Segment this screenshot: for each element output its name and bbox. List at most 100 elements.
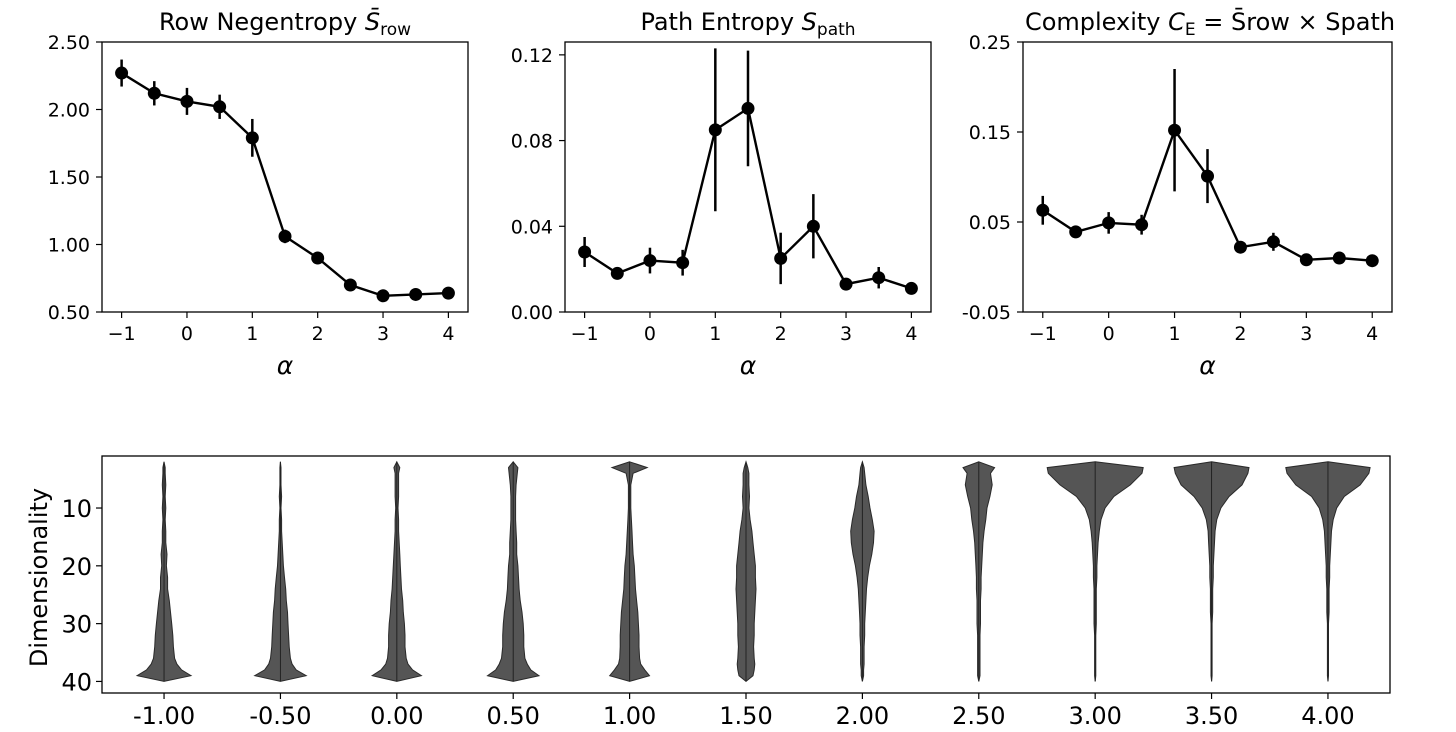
- data-point: [180, 94, 194, 108]
- title-text: Complexity: [1025, 8, 1168, 36]
- chart-title: Path Entropy Spath: [640, 8, 855, 40]
- x-axis-label: α: [277, 351, 294, 380]
- x-tick-label: 3: [377, 323, 389, 345]
- x-tick-label: 0.00: [370, 702, 423, 730]
- data-point: [1168, 123, 1182, 137]
- violin-panel: 10 20 30 40 Dimensionality -1.00 -0.50 0.00 0.50…: [25, 455, 1391, 730]
- title-symbol: C: [1168, 8, 1185, 36]
- data-point: [1036, 203, 1050, 217]
- plot-frame: [564, 41, 932, 313]
- x-tick-label: 1.50: [719, 702, 772, 730]
- x-tick-label: 1: [246, 323, 258, 345]
- data-point: [115, 66, 129, 80]
- data-point: [1299, 253, 1313, 267]
- x-tick-label: 4: [442, 323, 454, 345]
- x-tick-label: 1: [1169, 323, 1181, 345]
- y-tick-label: 0.04: [511, 216, 553, 238]
- y-tick-label: 2.00: [48, 100, 90, 122]
- x-tick-label: 4.00: [1301, 702, 1354, 730]
- data-point: [839, 277, 853, 291]
- data-point: [741, 101, 755, 115]
- panel-3: Complexity CE = S̄row × Spath −1 0 1 2 3 4 -0.0…: [962, 7, 1395, 380]
- x-tick-label: 0.50: [486, 702, 539, 730]
- data-point: [376, 289, 390, 303]
- data-point: [806, 219, 820, 233]
- data-point: [311, 251, 325, 265]
- y-tick-label: 0.50: [48, 302, 90, 324]
- x-tick-label: 3: [840, 323, 852, 345]
- x-tick-label: -0.50: [249, 702, 311, 730]
- y-tick-label: 0.08: [511, 131, 553, 153]
- title-subscript: path: [817, 20, 856, 40]
- plot-frame: [1022, 41, 1393, 313]
- data-point: [676, 256, 690, 270]
- panel-1: Row Negentropy S̄row −1 0 1 2 3 4 0.50 1.00 1.50 2…: [48, 7, 469, 380]
- y-tick-label: 2.50: [48, 32, 90, 54]
- y-tick-label: 0.00: [511, 302, 553, 324]
- data-point: [245, 131, 259, 145]
- x-tick-label: 0: [1103, 323, 1115, 345]
- title-tail: = S̄row × Spath: [1196, 7, 1395, 36]
- data-point: [643, 254, 657, 268]
- x-tick-label: 0: [181, 323, 193, 345]
- x-axis-label: α: [1199, 351, 1216, 380]
- y-tick-label: 0.15: [969, 122, 1011, 144]
- x-tick-label: 3: [1300, 323, 1312, 345]
- chart-title: Complexity CE = S̄row × Spath: [1025, 7, 1395, 40]
- data-point: [147, 86, 161, 100]
- y-tick-label: -0.05: [962, 302, 1011, 324]
- panel-2: Path Entropy Spath −1 0 1 2 3 4 0.00 0.04 0.08 0.1…: [511, 8, 932, 380]
- data-point: [872, 271, 886, 285]
- x-tick-label: −1: [1029, 323, 1057, 345]
- x-tick-label: −1: [571, 323, 599, 345]
- y-tick-label: 10: [61, 495, 92, 523]
- y-tick-label: 0.05: [969, 212, 1011, 234]
- data-point: [774, 251, 788, 265]
- data-point: [1233, 240, 1247, 254]
- y-tick-label: 0.25: [969, 32, 1011, 54]
- data-point: [1266, 235, 1280, 249]
- x-tick-label: 3.50: [1185, 702, 1238, 730]
- x-tick-label: 0: [644, 323, 656, 345]
- x-tick-label: −1: [108, 323, 136, 345]
- y-tick-label: 30: [61, 611, 92, 639]
- data-point: [1135, 218, 1149, 232]
- data-point: [343, 278, 357, 292]
- title-symbol: S: [802, 8, 817, 36]
- data-point: [610, 266, 624, 280]
- title-subscript: row: [380, 20, 411, 40]
- data-point: [904, 281, 918, 295]
- chart-title: Row Negentropy S̄row: [159, 7, 411, 40]
- y-tick-label: 40: [61, 668, 92, 696]
- x-tick-label: 2.50: [952, 702, 1005, 730]
- x-tick-label: 3.00: [1068, 702, 1121, 730]
- x-tick-label: 2: [1234, 323, 1246, 345]
- series-line: [120, 72, 449, 298]
- data-point: [213, 100, 227, 114]
- data-point: [278, 229, 292, 243]
- plot-frame: [101, 41, 469, 313]
- data-point: [578, 245, 592, 259]
- title-text: Path Entropy: [640, 8, 801, 36]
- y-tick-label: 0.12: [511, 45, 553, 67]
- data-point: [708, 123, 722, 137]
- data-point: [1201, 169, 1214, 183]
- y-axis-label: Dimensionality: [25, 488, 53, 667]
- data-point: [441, 286, 455, 300]
- data-point: [1332, 251, 1346, 265]
- x-tick-label: 4: [905, 323, 917, 345]
- title-text: Row Negentropy: [159, 8, 365, 36]
- data-point: [1069, 225, 1083, 239]
- data-point: [1102, 216, 1116, 230]
- x-axis-label: α: [740, 351, 757, 380]
- x-tick-label: 2: [775, 323, 787, 345]
- x-tick-label: 4: [1366, 323, 1378, 345]
- title-symbol: S̄: [365, 7, 380, 36]
- y-tick-label: 1.50: [48, 167, 90, 189]
- x-tick-label: 1.00: [603, 702, 656, 730]
- x-tick-label: 2: [312, 323, 324, 345]
- x-tick-label: 1: [709, 323, 721, 345]
- title-subscript: E: [1185, 20, 1196, 40]
- data-point: [1365, 254, 1379, 268]
